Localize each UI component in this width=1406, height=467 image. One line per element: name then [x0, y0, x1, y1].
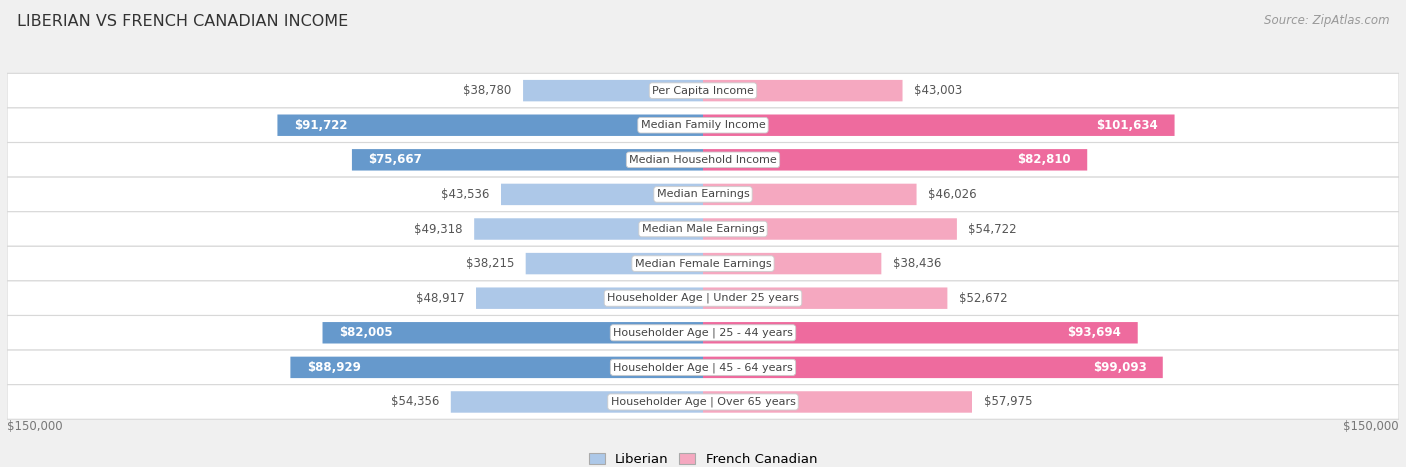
FancyBboxPatch shape	[526, 253, 703, 274]
FancyBboxPatch shape	[703, 357, 1163, 378]
Text: $57,975: $57,975	[984, 396, 1032, 409]
Text: $46,026: $46,026	[928, 188, 977, 201]
FancyBboxPatch shape	[523, 80, 703, 101]
Text: $48,917: $48,917	[416, 292, 464, 304]
Text: $150,000: $150,000	[7, 420, 63, 433]
FancyBboxPatch shape	[703, 80, 903, 101]
Text: Source: ZipAtlas.com: Source: ZipAtlas.com	[1264, 14, 1389, 27]
Text: $38,436: $38,436	[893, 257, 941, 270]
FancyBboxPatch shape	[451, 391, 703, 413]
Text: $82,005: $82,005	[339, 326, 392, 340]
FancyBboxPatch shape	[703, 114, 1174, 136]
FancyBboxPatch shape	[7, 316, 1399, 350]
FancyBboxPatch shape	[703, 184, 917, 205]
Text: $43,536: $43,536	[441, 188, 489, 201]
FancyBboxPatch shape	[703, 218, 957, 240]
FancyBboxPatch shape	[7, 108, 1399, 142]
FancyBboxPatch shape	[7, 73, 1399, 108]
Text: LIBERIAN VS FRENCH CANADIAN INCOME: LIBERIAN VS FRENCH CANADIAN INCOME	[17, 14, 349, 29]
Text: $93,694: $93,694	[1067, 326, 1122, 340]
Legend: Liberian, French Canadian: Liberian, French Canadian	[583, 448, 823, 467]
FancyBboxPatch shape	[7, 385, 1399, 419]
Text: $99,093: $99,093	[1092, 361, 1146, 374]
FancyBboxPatch shape	[7, 142, 1399, 177]
FancyBboxPatch shape	[477, 288, 703, 309]
FancyBboxPatch shape	[7, 212, 1399, 246]
Text: Householder Age | 45 - 64 years: Householder Age | 45 - 64 years	[613, 362, 793, 373]
Text: Median Household Income: Median Household Income	[628, 155, 778, 165]
FancyBboxPatch shape	[322, 322, 703, 344]
Text: Householder Age | Over 65 years: Householder Age | Over 65 years	[610, 396, 796, 407]
FancyBboxPatch shape	[474, 218, 703, 240]
Text: $49,318: $49,318	[415, 222, 463, 235]
Text: Householder Age | 25 - 44 years: Householder Age | 25 - 44 years	[613, 327, 793, 338]
Text: $88,929: $88,929	[307, 361, 360, 374]
Text: $52,672: $52,672	[959, 292, 1008, 304]
Text: $75,667: $75,667	[368, 153, 422, 166]
Text: $150,000: $150,000	[1343, 420, 1399, 433]
Text: Householder Age | Under 25 years: Householder Age | Under 25 years	[607, 293, 799, 304]
Text: Median Family Income: Median Family Income	[641, 120, 765, 130]
FancyBboxPatch shape	[703, 391, 972, 413]
Text: $101,634: $101,634	[1097, 119, 1159, 132]
FancyBboxPatch shape	[703, 253, 882, 274]
Text: $38,780: $38,780	[463, 84, 512, 97]
Text: Median Male Earnings: Median Male Earnings	[641, 224, 765, 234]
Text: $82,810: $82,810	[1018, 153, 1071, 166]
Text: $43,003: $43,003	[914, 84, 962, 97]
FancyBboxPatch shape	[7, 281, 1399, 316]
Text: Median Female Earnings: Median Female Earnings	[634, 259, 772, 269]
Text: Per Capita Income: Per Capita Income	[652, 85, 754, 96]
FancyBboxPatch shape	[352, 149, 703, 170]
FancyBboxPatch shape	[277, 114, 703, 136]
Text: $54,356: $54,356	[391, 396, 439, 409]
FancyBboxPatch shape	[7, 246, 1399, 281]
Text: $91,722: $91,722	[294, 119, 347, 132]
FancyBboxPatch shape	[703, 322, 1137, 344]
FancyBboxPatch shape	[7, 177, 1399, 212]
Text: Median Earnings: Median Earnings	[657, 190, 749, 199]
Text: $38,215: $38,215	[465, 257, 515, 270]
FancyBboxPatch shape	[501, 184, 703, 205]
FancyBboxPatch shape	[703, 149, 1087, 170]
FancyBboxPatch shape	[7, 350, 1399, 385]
Text: $54,722: $54,722	[969, 222, 1017, 235]
FancyBboxPatch shape	[291, 357, 703, 378]
FancyBboxPatch shape	[703, 288, 948, 309]
